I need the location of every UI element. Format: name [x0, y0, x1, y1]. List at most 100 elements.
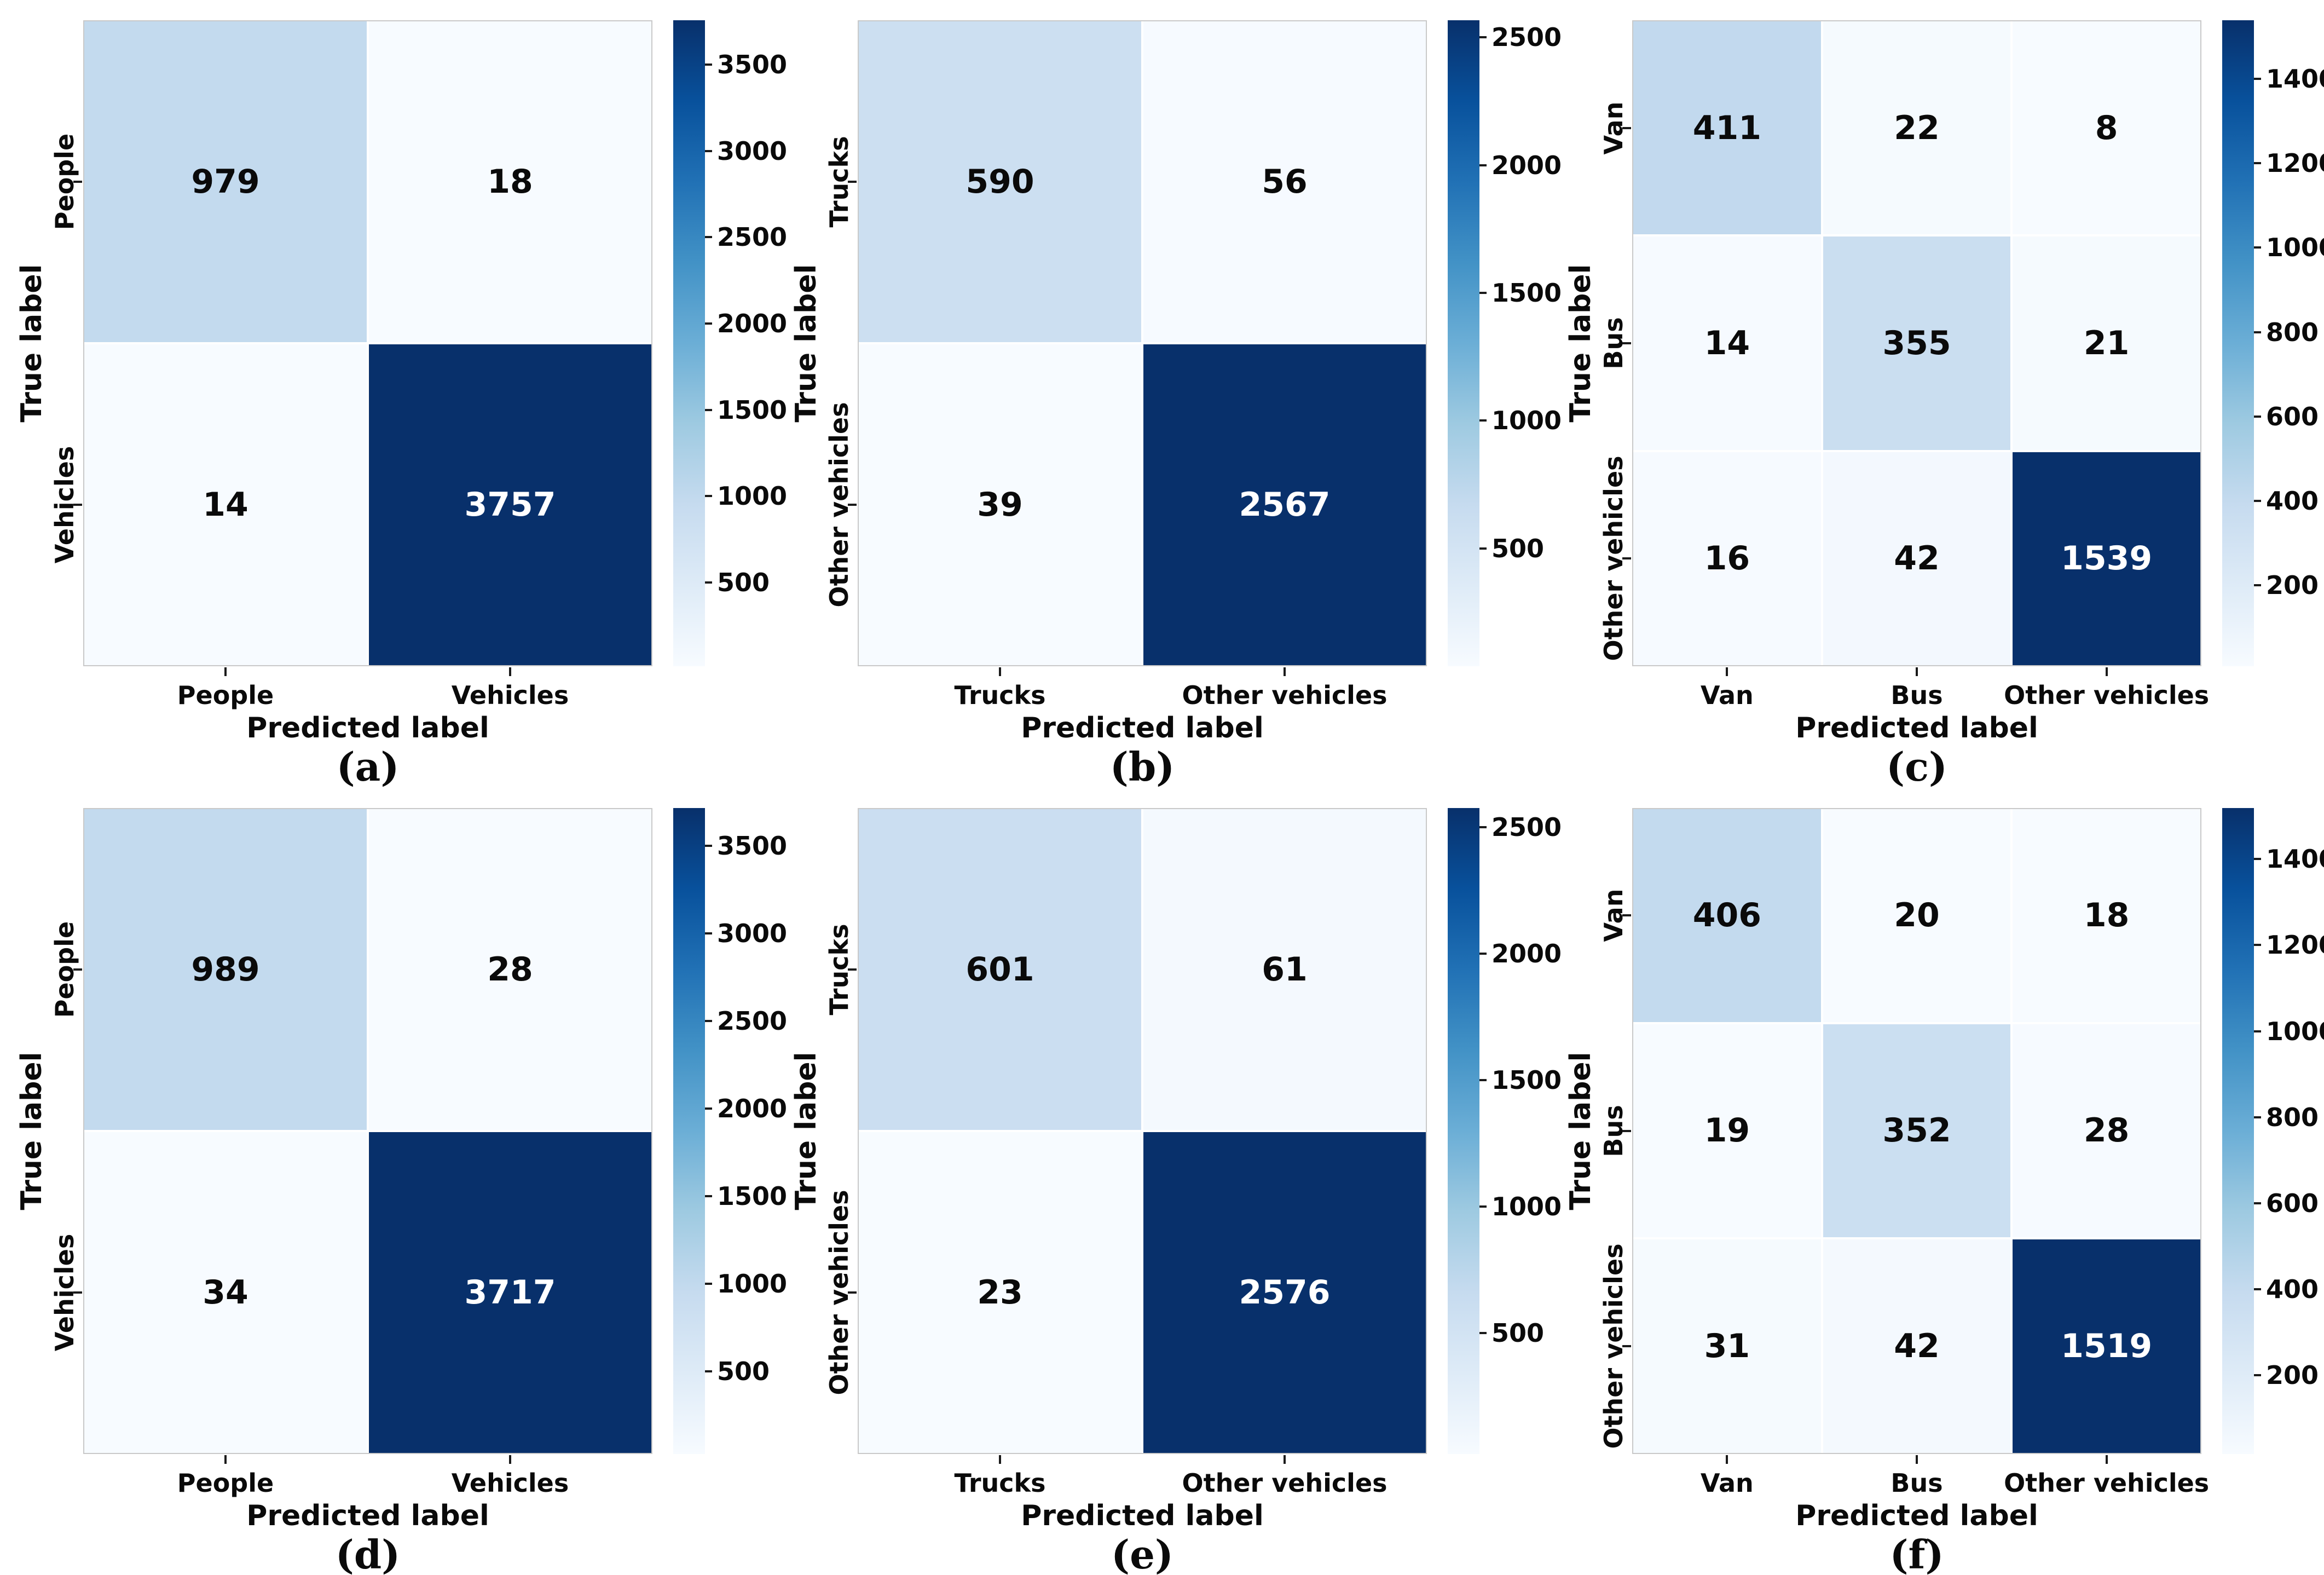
matrix-cell: 3757: [369, 344, 651, 665]
cell-value: 411: [1692, 108, 1761, 147]
colorbar-tick: [705, 1370, 712, 1372]
colorbar-tick-label: 3500: [717, 830, 788, 861]
y-axis-tick: [1622, 342, 1631, 344]
colorbar-tick: [705, 1195, 712, 1197]
colorbar-tick: [1479, 1332, 1487, 1335]
cell-value: 34: [203, 1273, 248, 1312]
colorbar-tick: [705, 1282, 712, 1285]
colorbar-tick-label: 2000: [717, 1093, 788, 1123]
colorbar-tick-label: 2500: [1491, 812, 1562, 842]
matrix-cell: 1539: [2013, 452, 2200, 665]
matrix-cell: 355: [1823, 236, 2011, 450]
colorbar-tick-label: 600: [2266, 1188, 2319, 1218]
x-tick-label: Other vehicles: [1182, 680, 1388, 710]
matrix-cell: 28: [2013, 1024, 2200, 1238]
confusion-matrix: 411 22 8 14 355 21 16 42 1539: [1632, 20, 2201, 666]
x-tick-label: Bus: [1891, 680, 1943, 710]
cell-value: 16: [1704, 539, 1750, 578]
colorbar-tick: [705, 932, 712, 934]
panel-a: True label 979 18 14 3757 People Vehicles Peopl…: [0, 0, 787, 790]
colorbar-tick-label: 1200: [2266, 148, 2324, 178]
x-axis-label: Predicted label: [1795, 1499, 2038, 1532]
matrix-cell: 979: [84, 21, 367, 342]
colorbar-tick: [2254, 944, 2261, 947]
y-axis-label: True label: [15, 1051, 48, 1210]
y-axis-tick: [73, 1291, 82, 1294]
y-axis-tick: [848, 1291, 857, 1294]
colorbar-tick-label: 1400: [2266, 64, 2324, 94]
colorbar-tick: [1479, 1205, 1487, 1208]
matrix-cell: 19: [1633, 1024, 1821, 1238]
matrix-cell: 39: [859, 344, 1141, 665]
matrix-cell: 2567: [1143, 344, 1426, 665]
panel-caption: (d): [335, 1531, 401, 1575]
cell-value: 28: [487, 950, 533, 989]
x-tick-label: Trucks: [954, 680, 1046, 710]
colorbar-tick: [2254, 415, 2261, 418]
x-axis-tick: [224, 1455, 227, 1464]
colorbar-tick: [1479, 547, 1487, 550]
cell-value: 989: [191, 950, 260, 989]
cell-value: 8: [2095, 108, 2118, 147]
x-axis-tick: [1916, 667, 1918, 676]
colorbar-tick-label: 1000: [1491, 406, 1562, 436]
colorbar-tick: [2254, 1202, 2261, 1204]
colorbar-tick: [2254, 78, 2261, 80]
colorbar-tick-label: 200: [2266, 1360, 2319, 1391]
x-tick-label: Van: [1700, 1468, 1754, 1498]
cell-value: 20: [1894, 896, 1940, 935]
colorbar-tick: [2254, 1030, 2261, 1032]
x-tick-label: Van: [1700, 680, 1754, 710]
colorbar-tick-label: 1000: [2266, 233, 2324, 263]
colorbar-tick: [1479, 36, 1487, 39]
colorbar-tick-label: 1400: [2266, 844, 2324, 874]
confusion-matrix: 590 56 39 2567: [858, 20, 1427, 666]
y-axis-tick: [1622, 914, 1631, 917]
colorbar-tick-label: 2000: [717, 308, 788, 338]
colorbar-tick-label: 200: [2266, 570, 2319, 601]
matrix-cell: 1519: [2013, 1239, 2200, 1453]
colorbar-tick: [705, 408, 712, 411]
y-axis-label: True label: [790, 264, 823, 423]
cell-value: 2576: [1239, 1273, 1331, 1312]
matrix-cell: 56: [1143, 21, 1426, 342]
cell-value: 3757: [464, 486, 556, 524]
colorbar-tick: [2254, 1288, 2261, 1291]
y-axis-tick: [73, 504, 82, 506]
colorbar-tick: [705, 581, 712, 584]
panel-b: True label 590 56 39 2567 Trucks Other vehicle…: [774, 0, 1562, 790]
matrix-cell: 21: [2013, 236, 2200, 450]
x-axis-tick: [2105, 1455, 2108, 1464]
x-tick-label: People: [177, 680, 274, 710]
colorbar-tick-label: 3000: [717, 918, 788, 948]
x-axis-tick: [509, 1455, 511, 1464]
colorbar-tick: [2254, 162, 2261, 165]
x-axis-tick: [1726, 667, 1728, 676]
colorbar-tick-label: 400: [2266, 1274, 2319, 1305]
panel-caption: (f): [1889, 1531, 1944, 1575]
colorbar-tick-label: 500: [717, 1356, 770, 1386]
colorbar-tick: [705, 844, 712, 847]
colorbar-tick: [2254, 1116, 2261, 1118]
matrix-cell: 23: [859, 1132, 1141, 1453]
matrix-cell: 406: [1633, 809, 1821, 1022]
panel-caption: (c): [1886, 743, 1947, 790]
colorbar-tick-label: 1000: [2266, 1016, 2324, 1046]
colorbar-tick-label: 1000: [717, 1268, 788, 1299]
matrix-cell: 18: [369, 21, 651, 342]
y-axis-tick: [73, 181, 82, 183]
cell-value: 406: [1692, 896, 1761, 935]
colorbar-tick: [705, 64, 712, 66]
colorbar-tick: [1479, 952, 1487, 955]
x-axis-tick: [1916, 1455, 1918, 1464]
x-tick-label: Trucks: [954, 1468, 1046, 1498]
y-axis-tick: [1622, 1345, 1631, 1347]
x-tick-label: Bus: [1891, 1468, 1943, 1498]
colorbar-tick-label: 1500: [717, 1181, 788, 1211]
panel-caption: (e): [1111, 1531, 1173, 1575]
x-axis-tick: [1284, 667, 1286, 676]
x-axis-label: Predicted label: [246, 712, 489, 745]
x-tick-label: People: [177, 1468, 274, 1498]
matrix-cell: 352: [1823, 1024, 2011, 1238]
